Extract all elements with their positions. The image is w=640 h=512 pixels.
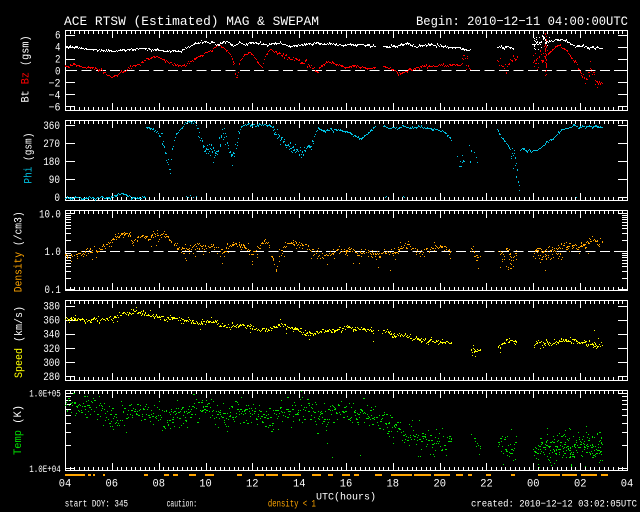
svg-text:ACE RTSW (Estimated) MAG & SWE: ACE RTSW (Estimated) MAG & SWEPAM — [64, 14, 319, 29]
svg-text:0: 0 — [54, 193, 60, 205]
svg-text:02: 02 — [574, 479, 587, 491]
svg-text:08: 08 — [152, 479, 165, 491]
svg-text:Begin: 2010−12−11 04:00:00UTC: Begin: 2010−12−11 04:00:00UTC — [416, 14, 628, 29]
svg-text:04: 04 — [59, 479, 72, 491]
svg-text:270: 270 — [43, 139, 60, 151]
svg-text:(K): (K) — [13, 405, 25, 424]
svg-text:06: 06 — [106, 479, 119, 491]
svg-text:2: 2 — [55, 55, 61, 67]
svg-text:10: 10 — [199, 479, 212, 491]
svg-text:360: 360 — [43, 121, 60, 133]
svg-text:1.0E+04: 1.0E+04 — [29, 465, 61, 476]
svg-text:180: 180 — [43, 157, 60, 169]
svg-text:10.0: 10.0 — [39, 209, 61, 221]
svg-text:18: 18 — [387, 479, 400, 491]
svg-text:(/cm3): (/cm3) — [14, 211, 26, 246]
svg-text:16: 16 — [340, 479, 353, 491]
svg-text:14: 14 — [293, 479, 306, 491]
svg-text:4: 4 — [55, 43, 61, 55]
svg-text:380: 380 — [43, 302, 60, 314]
svg-text:(gsm): (gsm) — [21, 35, 33, 65]
svg-text:(km/s): (km/s) — [14, 306, 26, 342]
svg-text:0: 0 — [55, 67, 61, 79]
svg-text:1.0E+05: 1.0E+05 — [29, 390, 61, 401]
svg-text:00: 00 — [527, 479, 540, 491]
svg-text:−6: −6 — [49, 102, 61, 114]
svg-text:20: 20 — [433, 479, 446, 491]
svg-text:6: 6 — [55, 31, 61, 43]
svg-text:Speed: Speed — [14, 348, 26, 378]
svg-text:360: 360 — [43, 316, 60, 328]
svg-text:0.1: 0.1 — [44, 285, 61, 297]
svg-text:90: 90 — [49, 175, 60, 187]
svg-text:Density: Density — [14, 251, 26, 292]
svg-text:320: 320 — [43, 344, 60, 356]
svg-text:Temp: Temp — [13, 430, 25, 455]
svg-text:340: 340 — [43, 330, 60, 342]
svg-text:(gsm): (gsm) — [24, 133, 36, 161]
svg-text:280: 280 — [43, 372, 60, 384]
svg-text:caution:: caution: — [167, 498, 198, 510]
svg-text:Bz: Bz — [21, 72, 33, 84]
svg-text:density < 1: density < 1 — [268, 498, 316, 510]
svg-text:start DOY: 345: start DOY: 345 — [65, 499, 128, 510]
svg-text:300: 300 — [43, 358, 60, 370]
svg-text:−2: −2 — [49, 78, 61, 90]
svg-text:Bt: Bt — [21, 90, 33, 102]
svg-text:created: 2010−12−12 03:02:05UT: created: 2010−12−12 03:02:05UTC — [471, 498, 637, 510]
svg-text:04: 04 — [621, 479, 634, 491]
svg-text:UTC(hours): UTC(hours) — [316, 492, 376, 504]
svg-text:22: 22 — [480, 479, 493, 491]
svg-text:−4: −4 — [49, 90, 61, 102]
svg-text:Phi: Phi — [24, 166, 36, 183]
svg-text:12: 12 — [246, 479, 259, 491]
svg-text:1.0: 1.0 — [44, 247, 60, 259]
